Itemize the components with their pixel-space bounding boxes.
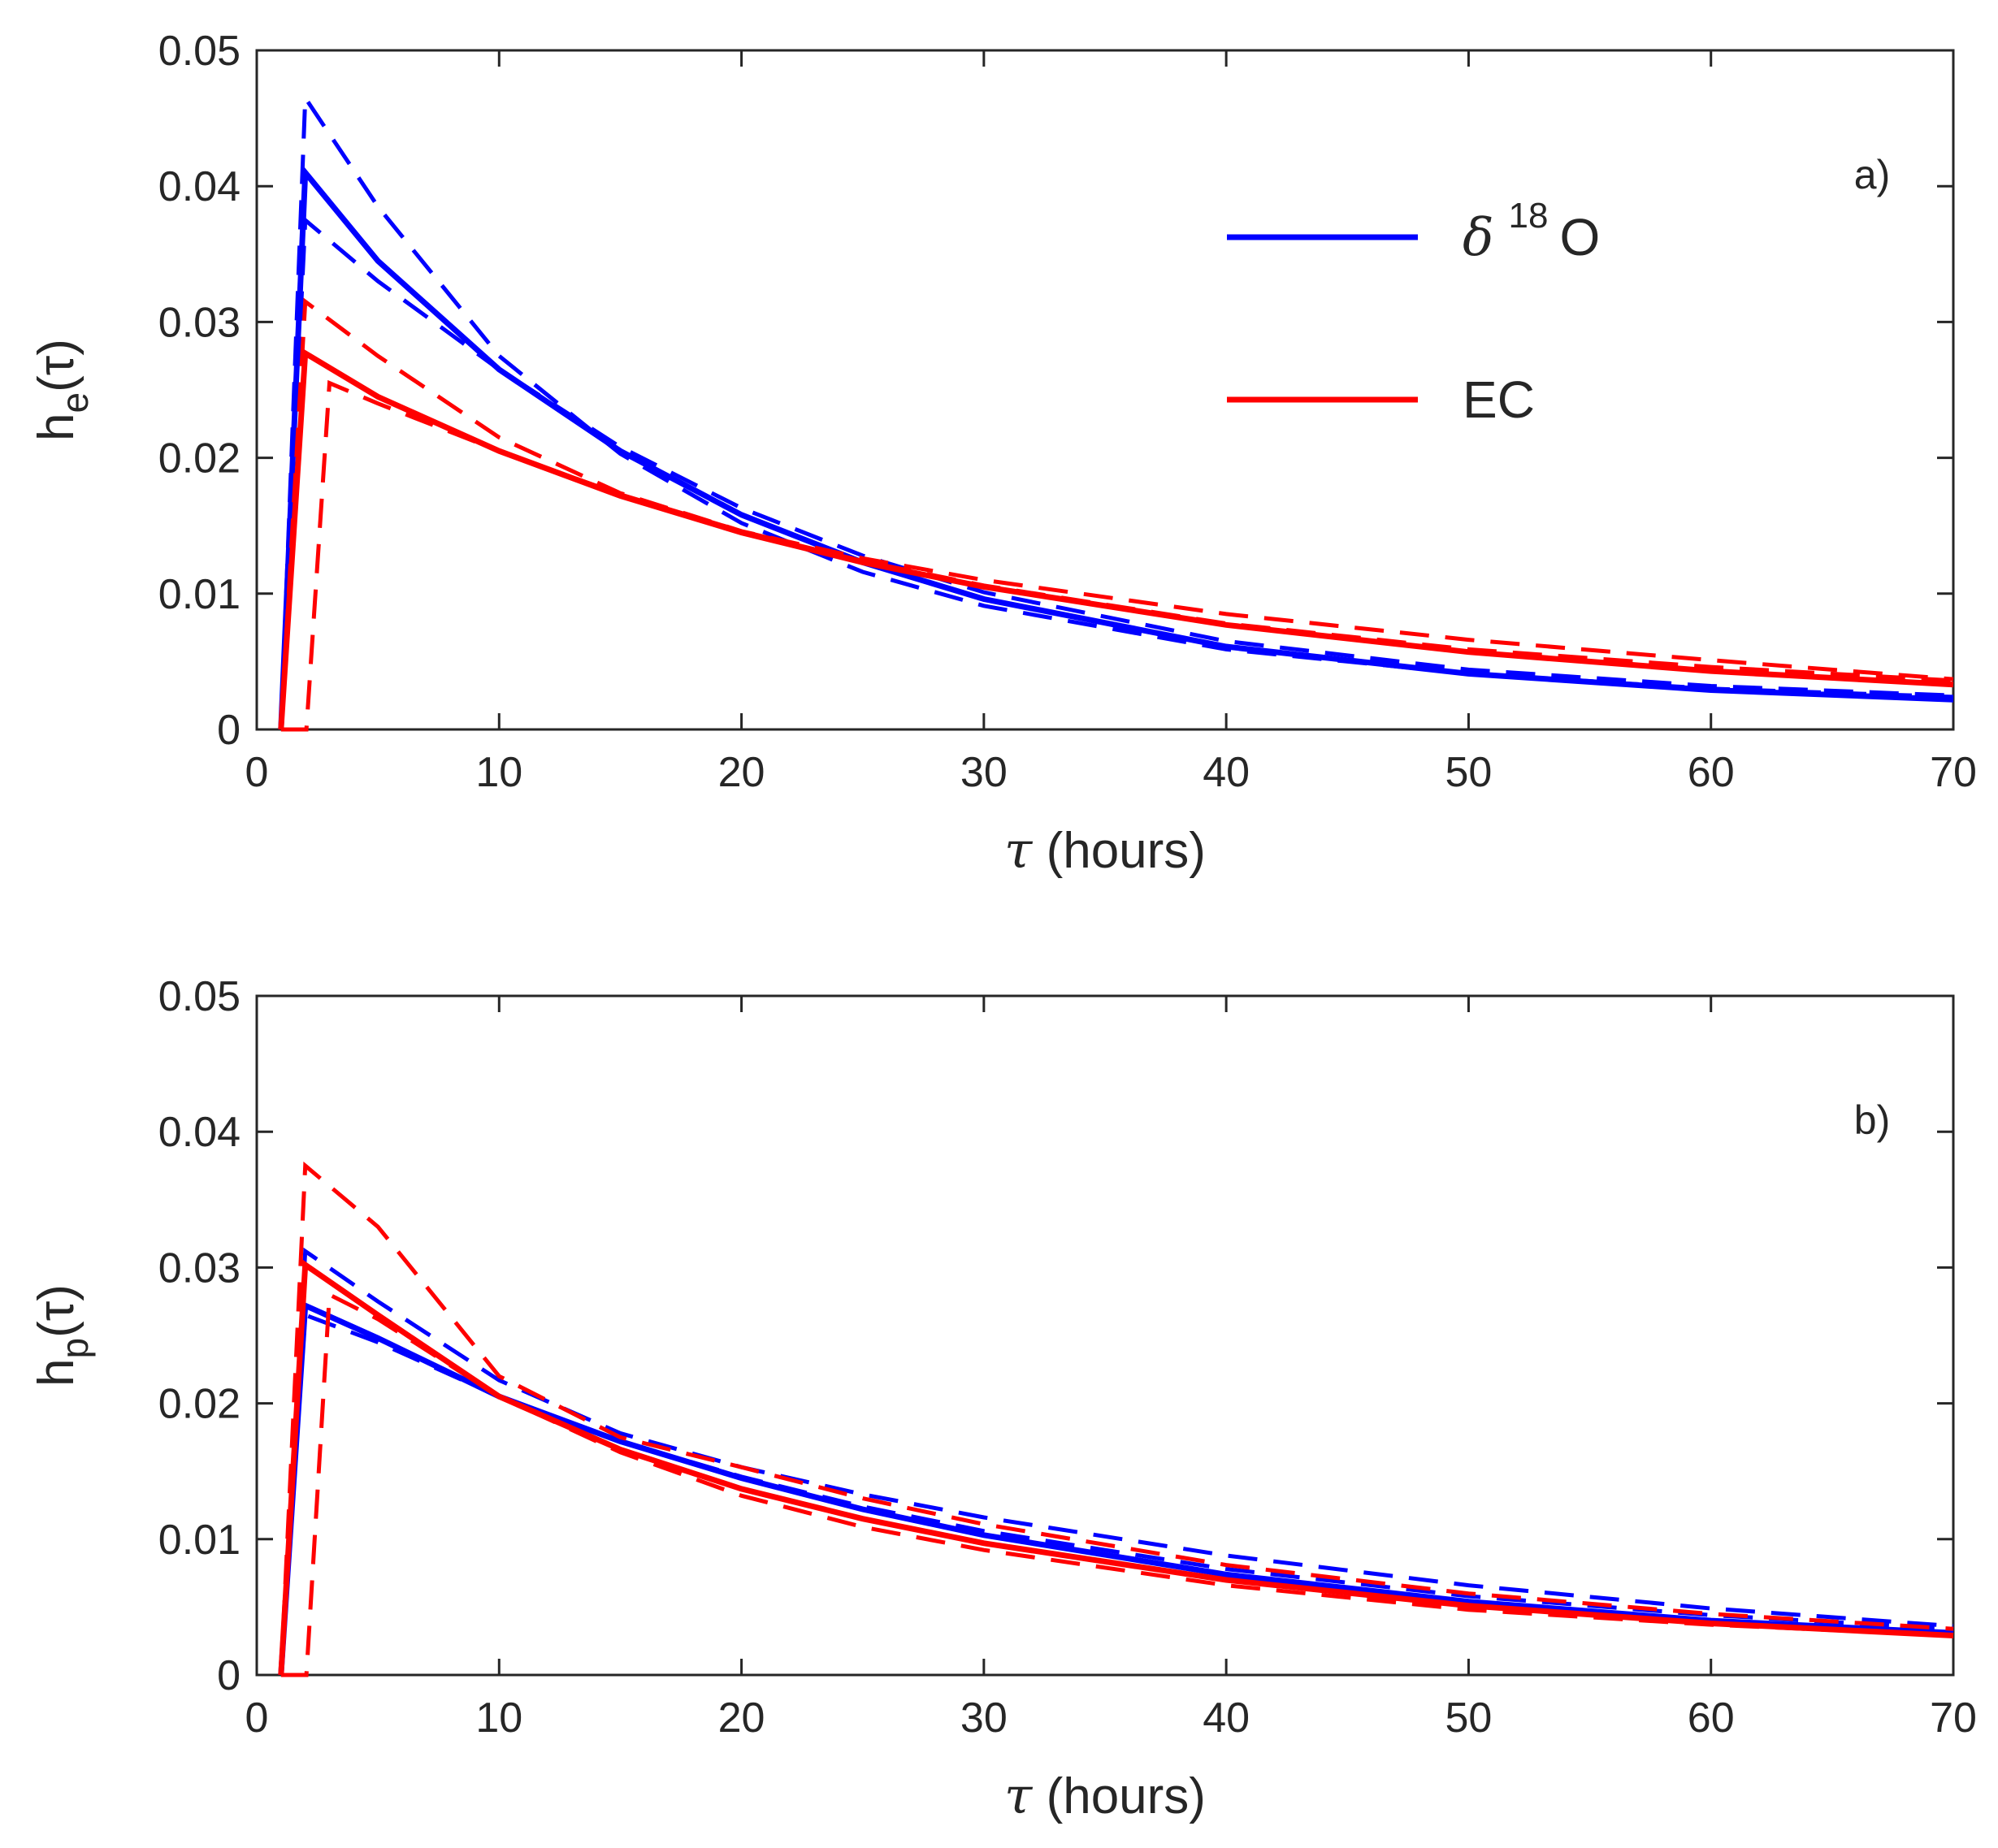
y-tick-label: 0.04	[158, 163, 241, 210]
x-axis-label-symbol: τ	[1004, 820, 1034, 880]
series-line--18o-upper-bound	[279, 91, 1954, 730]
legend-label: δ 18 O	[1463, 196, 1600, 268]
plot-area-frame	[255, 49, 1955, 731]
y-tick-label: 0.03	[158, 299, 241, 346]
y-tick-label: 0	[217, 707, 241, 754]
x-tick-label: 0	[245, 749, 269, 796]
x-tick-label: 30	[960, 749, 1008, 796]
x-axis-label-symbol: τ	[1004, 1766, 1034, 1825]
series-line-ec-lower-bound	[280, 379, 1954, 732]
y-tick-label: 0.01	[158, 571, 241, 618]
x-tick-label: 40	[1203, 1694, 1250, 1742]
x-tick-label: 20	[718, 1694, 765, 1742]
x-axis-label: τ (hours)	[1004, 820, 1206, 880]
x-tick-label: 70	[1930, 1694, 1977, 1742]
x-axis-label-text: (hours)	[1032, 823, 1206, 879]
y-axis-label: he(τ)	[28, 339, 96, 441]
legend: δ 18 O EC	[1227, 196, 1600, 429]
x-axis-label: τ (hours)	[1004, 1766, 1206, 1825]
x-tick-label: 70	[1930, 749, 1977, 796]
x-tick-label: 60	[1688, 749, 1735, 796]
series-line--18o	[278, 165, 1954, 730]
y-tick-label: 0.05	[158, 28, 241, 75]
legend-label-symbol: δ	[1463, 208, 1494, 268]
y-tick-label: 0.02	[158, 1381, 241, 1428]
panel-label: b)	[1854, 1097, 1890, 1143]
y-tick-label: 0.02	[158, 435, 241, 483]
panel-b: 0 10 20 30 40 50 60 70 0 0.01 0.02 0.03 0.04 0.05 b) τ …	[28, 973, 1977, 1825]
y-tick-label: 0.04	[158, 1109, 241, 1156]
x-tick-label: 50	[1445, 749, 1493, 796]
y-tick-label: 0.01	[158, 1517, 241, 1564]
y-tick-label: 0	[217, 1652, 241, 1699]
y-axis-label: hp(τ)	[28, 1284, 96, 1387]
series-line-ec	[278, 1259, 1954, 1676]
legend-label-text: EC	[1463, 370, 1535, 429]
x-tick-label: 10	[475, 749, 522, 796]
x-tick-label: 30	[960, 1694, 1008, 1742]
y-tick-label: 0.05	[158, 973, 241, 1020]
y-axis-label-base: h	[28, 413, 85, 440]
x-tick-label: 50	[1445, 1694, 1493, 1742]
series-line--18o-lower-bound	[279, 1312, 1954, 1676]
y-tick-label: 0.03	[158, 1244, 241, 1292]
y-axis-label-subscript: p	[54, 1338, 96, 1359]
legend-label-superscript: 18	[1509, 196, 1549, 236]
y-axis-label-argument: (τ)	[28, 1284, 85, 1338]
series-line-ec-upper-bound	[279, 1161, 1954, 1676]
x-tick-label: 40	[1203, 749, 1250, 796]
x-tick-label: 10	[475, 1694, 522, 1742]
y-axis-label-argument: (τ)	[28, 339, 85, 392]
y-axis-label-base: h	[28, 1358, 85, 1386]
series-line-ec-upper-bound	[279, 297, 1954, 730]
legend-label-text: O	[1559, 208, 1600, 266]
panel-a: 0 10 20 30 40 50 60 70 0 0.01 0.02 0.03 0.04 0.05 a) τ …	[28, 28, 1977, 880]
plot-area-frame	[255, 994, 1955, 1677]
x-tick-label: 60	[1688, 1694, 1735, 1742]
legend-label: EC	[1463, 370, 1535, 429]
x-axis-label-text: (hours)	[1032, 1768, 1206, 1824]
x-tick-label: 20	[718, 749, 765, 796]
series-line--18o-lower-bound	[279, 215, 1954, 730]
y-axis-label-subscript: e	[54, 392, 96, 413]
series-line-ec-lower-bound	[280, 1291, 1954, 1677]
x-tick-label: 0	[245, 1694, 269, 1742]
panel-label: a)	[1854, 152, 1890, 197]
